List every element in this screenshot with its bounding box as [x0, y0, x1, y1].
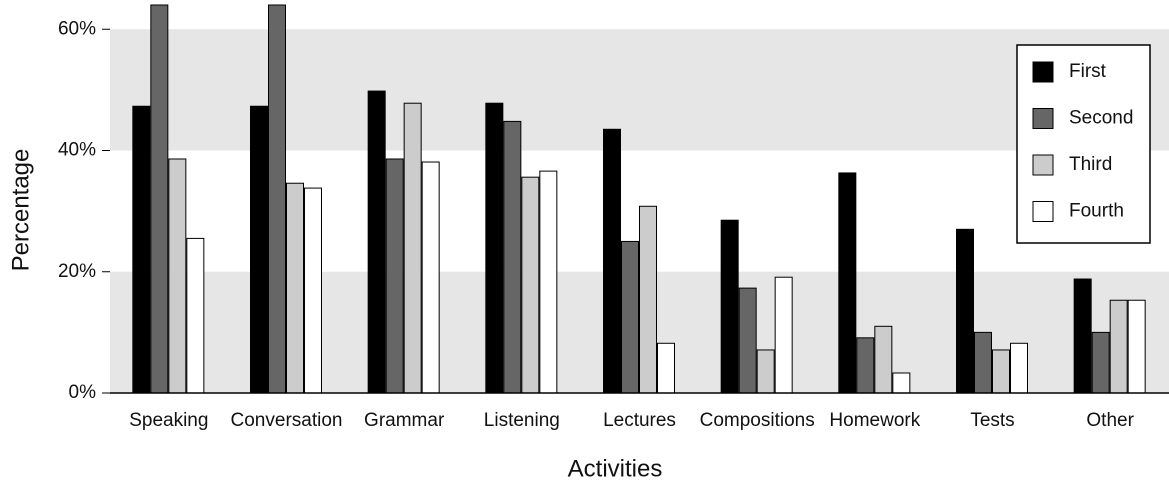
legend-swatch	[1032, 201, 1054, 222]
x-axis-label: Activities	[568, 455, 663, 482]
bar	[1010, 342, 1028, 394]
bar	[974, 331, 992, 394]
bar	[485, 102, 504, 394]
bar	[286, 182, 304, 394]
bar	[403, 102, 422, 394]
bar	[1109, 299, 1128, 394]
grid-band	[110, 29, 1169, 151]
bar	[892, 372, 911, 394]
y-tick-label: 0%	[69, 382, 97, 403]
bar	[421, 161, 440, 394]
bar	[268, 4, 286, 394]
bar	[992, 349, 1010, 394]
bar	[603, 128, 621, 394]
bar	[657, 342, 675, 394]
bar	[738, 287, 757, 394]
x-tick-label: Tests	[970, 410, 1014, 431]
bar	[621, 240, 639, 394]
legend-label: Fourth	[1069, 201, 1124, 222]
legend-label: First	[1069, 61, 1107, 82]
bar	[539, 170, 558, 394]
x-tick-label: Conversation	[231, 410, 343, 431]
bar	[186, 237, 205, 394]
bar	[367, 90, 386, 394]
x-tick-label: Lectures	[603, 410, 676, 431]
bar	[132, 105, 151, 394]
x-tick-label: Grammar	[364, 410, 445, 431]
bar	[250, 105, 268, 394]
bar	[856, 337, 875, 394]
bar	[874, 325, 893, 394]
bar	[150, 4, 169, 394]
bar	[304, 187, 322, 394]
x-tick-label: Other	[1086, 410, 1134, 431]
bar	[774, 276, 793, 394]
bar	[1073, 278, 1092, 394]
legend-swatch	[1032, 61, 1054, 83]
bar	[503, 120, 522, 394]
y-tick-label: 40%	[58, 140, 96, 161]
bar	[720, 219, 739, 394]
bar	[168, 158, 187, 394]
bar	[1091, 331, 1110, 394]
bar	[639, 205, 657, 394]
legend-swatch	[1032, 108, 1054, 129]
legend-swatch	[1032, 154, 1054, 176]
y-tick-label: 20%	[58, 261, 96, 282]
x-tick-label: Homework	[829, 410, 920, 431]
bar	[1127, 299, 1146, 394]
legend-label: Second	[1069, 108, 1133, 129]
x-tick-label: Compositions	[700, 410, 815, 431]
legend-label: Third	[1069, 154, 1112, 175]
bar	[521, 176, 540, 394]
bar	[956, 228, 974, 394]
y-tick-label: 60%	[58, 18, 96, 39]
y-axis-label: Percentage	[7, 149, 34, 272]
bar	[756, 349, 775, 394]
x-tick-label: Listening	[484, 410, 560, 431]
bar	[838, 172, 857, 394]
x-tick-label: Speaking	[129, 410, 208, 431]
bar	[385, 158, 404, 394]
